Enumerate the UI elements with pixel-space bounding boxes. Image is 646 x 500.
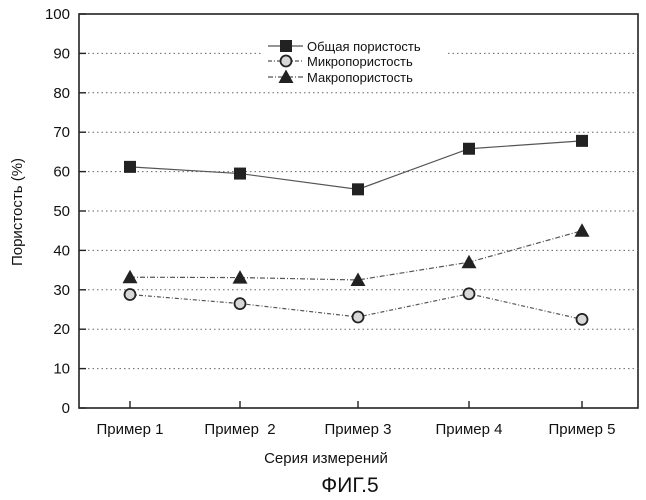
data-point (123, 288, 137, 301)
y-tick-label: 20 (53, 321, 70, 338)
x-category-label: Пример 5 (548, 421, 615, 438)
series-circle (123, 287, 589, 326)
data-point (574, 223, 590, 237)
data-point (232, 270, 248, 284)
series-line (129, 230, 583, 281)
y-tick-label: 60 (53, 164, 70, 181)
data-point (351, 310, 365, 324)
legend-label: Микропористость (307, 54, 413, 69)
x-category-label: Пример 2 (204, 421, 275, 438)
data-point (576, 134, 588, 147)
data-point (461, 254, 477, 269)
y-tick-label: 0 (62, 400, 70, 417)
x-category-label: Пример 1 (96, 421, 163, 438)
legend-box (262, 31, 448, 88)
legend-label: Общая пористость (307, 39, 421, 54)
data-point (352, 183, 364, 196)
data-point (122, 269, 138, 284)
y-tick-label: 30 (53, 282, 70, 299)
data-point (234, 167, 246, 180)
data-point (575, 312, 589, 326)
y-tick-label: 90 (53, 45, 70, 62)
x-axis-title: Серия измерений (264, 450, 388, 467)
legend-label: Макропористость (307, 70, 413, 85)
legend-marker (278, 69, 294, 83)
series-line (129, 293, 583, 320)
y-tick-label: 80 (53, 85, 70, 102)
y-tick-label: 100 (45, 6, 70, 23)
y-tick-label: 10 (53, 361, 70, 378)
legend-marker (279, 54, 293, 68)
x-category-label: Пример 3 (324, 421, 391, 438)
y-axis-title: Пористость (%) (9, 158, 26, 266)
y-axis-ticks: 0 10 20 30 40 50 60 70 80 90 100 (45, 6, 86, 417)
data-point (462, 287, 476, 301)
y-tick-label: 40 (53, 242, 70, 259)
series-line (129, 140, 583, 190)
series-triangle (122, 223, 590, 286)
series-layer (122, 134, 590, 326)
data-point (350, 272, 366, 286)
figure-label: ФИГ.5 (321, 474, 378, 497)
y-tick-label: 50 (53, 203, 70, 220)
x-category-label: Пример 4 (435, 421, 502, 438)
data-point (233, 297, 247, 310)
x-axis-ticks: Пример 1 Пример 2 Пример 3 Пример 4 Пример 5 (96, 401, 616, 438)
series-square (124, 134, 588, 196)
y-tick-label: 70 (53, 124, 70, 141)
data-point (124, 160, 136, 173)
legend: Общая пористостьМикропористостьМакропори… (262, 31, 448, 88)
legend-marker (280, 40, 292, 52)
data-point (463, 142, 475, 155)
